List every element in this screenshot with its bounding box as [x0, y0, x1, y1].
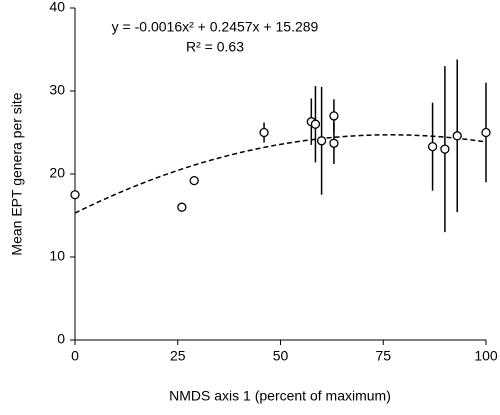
point	[481, 127, 491, 138]
y-tick-label: 40	[49, 0, 65, 15]
point	[310, 119, 321, 129]
x-tick-label: 75	[375, 348, 391, 364]
point	[427, 141, 438, 152]
point	[452, 131, 462, 141]
y-tick-label: 30	[49, 82, 65, 98]
point	[259, 127, 269, 138]
point	[316, 136, 327, 146]
x-tick-label: 50	[273, 348, 289, 364]
point	[189, 175, 199, 186]
point	[329, 138, 339, 148]
x-axis-label: NMDS axis 1 (percent of maximum)	[169, 388, 391, 404]
x-tick-label: 0	[71, 348, 79, 364]
x-tick-label: 25	[170, 348, 186, 364]
point	[177, 202, 187, 212]
y-tick-label: 0	[57, 331, 65, 347]
y-tick-label: 10	[49, 248, 65, 264]
x-tick-label: 100	[474, 348, 498, 364]
y-tick-label: 20	[49, 165, 65, 181]
point	[70, 190, 80, 200]
fit-r2: R² = 0.63	[186, 39, 244, 55]
point	[440, 144, 450, 154]
fit-equation: y = -0.0016x² + 0.2457x + 15.289	[112, 19, 319, 35]
y-axis-label: Mean EPT genera per site	[9, 92, 25, 255]
fit-curve	[74, 134, 487, 214]
point	[329, 111, 339, 121]
